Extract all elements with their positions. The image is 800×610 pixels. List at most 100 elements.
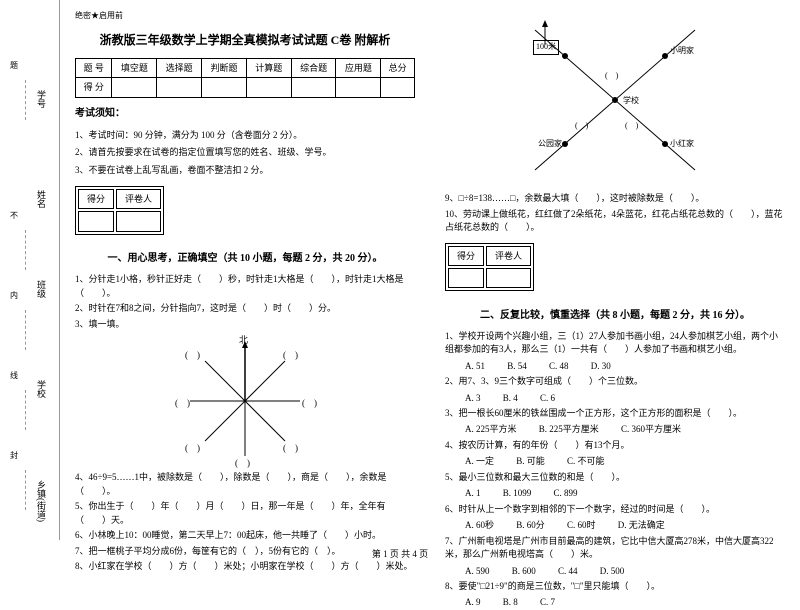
th: 判断题	[202, 58, 247, 77]
th: 综合题	[291, 58, 336, 77]
notice-title: 考试须知：	[75, 106, 415, 122]
dir-blank: ( )	[175, 396, 190, 410]
table-row: 得 分	[76, 78, 415, 97]
label-100m: 100米	[533, 40, 559, 55]
confidential-text: 绝密★启用前	[75, 10, 415, 23]
opt: B. 60分	[516, 518, 545, 532]
opt: B. 可能	[516, 454, 545, 468]
opt: C. 360平方厘米	[621, 422, 681, 436]
question: 6、小林晚上10：00睡觉，第二天早上7：00起床，他一共睡了（ ）小时。	[75, 529, 415, 543]
td	[202, 78, 247, 97]
opt: A. 60秒	[465, 518, 494, 532]
td	[157, 78, 202, 97]
tick-blank: ( )	[575, 120, 588, 133]
options: A. 3 B. 4 C. 6	[465, 391, 785, 405]
binding-margin: 乡镇(街道) 学校 班级 姓名 学号 封 线 内 不 题	[0, 0, 60, 540]
options: A. 590 B. 600 C. 44 D. 500	[465, 564, 785, 578]
section1-title: 一、用心思考，正确填空（共 10 小题，每题 2 分，共 20 分）。	[75, 251, 415, 267]
question: 5、你出生于（ ）年（ ）月（ ）日，那一年是（ ）年，全年有（ ）天。	[75, 500, 415, 527]
question: 9、□÷8=138……□，余数最大填（ ），这时被除数是（ ）。	[445, 192, 785, 206]
question: 3、把一根长60厘米的铁丝围成一个正方形，这个正方形的面积是（ ）。	[445, 407, 785, 421]
dot	[562, 53, 568, 59]
compass-diagram: 北 ( ) ( ) ( ) ( ) ( ) ( ) ( )	[175, 336, 315, 466]
section2-title: 二、反复比较，慎重选择（共 8 小题，每题 2 分，共 16 分）。	[445, 308, 785, 324]
notice-item: 1、考试时间：90 分钟，满分为 100 分（含卷面分 2 分）。	[75, 128, 415, 142]
options: A. 51 B. 54 C. 48 D. 30	[465, 359, 785, 373]
td	[381, 78, 415, 97]
question: 2、用7、3、9三个数字可组成（ ）个三位数。	[445, 375, 785, 389]
dash-label: 题	[10, 60, 18, 71]
sb-blank	[116, 211, 161, 231]
section-scorebox: 得分评卷人	[75, 186, 164, 235]
line-nw	[205, 361, 245, 401]
question: 6、时针从上一个数字到相邻的下一个数字，经过的时间是（ ）。	[445, 503, 785, 517]
map-diagram: 100米 小明家 小红家 学校 公园家 ( ) ( ) ( )	[505, 10, 725, 190]
dash-label: 线	[10, 370, 18, 381]
question: 8、要使"□21÷9"的商是三位数，"□"里只能填（ ）。	[445, 580, 785, 594]
dash-line	[25, 80, 26, 120]
options: A. 一定 B. 可能 C. 不可能	[465, 454, 785, 468]
label-e: 小红家	[670, 138, 694, 151]
td	[246, 78, 291, 97]
sb-blank	[78, 211, 114, 231]
question: 4、46÷9=5……1中，被除数是（ ），除数是（ ），商是（ ），余数是（ ）…	[75, 471, 415, 498]
dot-center	[612, 97, 618, 103]
map-svg	[505, 10, 725, 190]
dir-blank: ( )	[185, 348, 200, 362]
opt: B. 1099	[503, 486, 532, 500]
dash-label: 内	[10, 290, 18, 301]
options: A. 9 B. 8 C. 7	[465, 595, 785, 609]
th: 选择题	[157, 58, 202, 77]
opt: A. 590	[465, 564, 490, 578]
opt: B. 600	[512, 564, 536, 578]
question: 10、劳动课上做纸花，红红做了2朵纸花，4朵蓝花，红花占纸花总数的（ ），蓝花占…	[445, 208, 785, 235]
opt: C. 48	[549, 359, 569, 373]
td	[112, 78, 157, 97]
opt: A. 225平方米	[465, 422, 517, 436]
dot	[562, 141, 568, 147]
th: 计算题	[246, 58, 291, 77]
opt: C. 7	[540, 595, 555, 609]
dir-blank: ( )	[283, 348, 298, 362]
opt: D. 30	[591, 359, 611, 373]
label-center: 学校	[623, 95, 639, 108]
line-se	[245, 401, 285, 441]
dir-north: 北	[239, 333, 248, 347]
dash-line	[25, 470, 26, 510]
sb-blank	[486, 268, 531, 288]
question: 5、最小三位数和最大三位数的和是（ ）。	[445, 471, 785, 485]
dir-blank: ( )	[235, 456, 250, 470]
section-scorebox: 得分评卷人	[445, 243, 534, 292]
question: 8、小红家在学校（ ）方（ ）米处；小明家在学校（ ）方（ ）米处。	[75, 560, 415, 574]
right-column: 100米 小明家 小红家 学校 公园家 ( ) ( ) ( ) 9、□÷8=13…	[430, 0, 800, 540]
label-w: 公园家	[538, 138, 562, 151]
dir-blank: ( )	[185, 441, 200, 455]
score-table: 题 号 填空题 选择题 判断题 计算题 综合题 应用题 总分 得 分	[75, 58, 415, 98]
sb-label: 评卷人	[116, 189, 161, 209]
dot	[662, 53, 668, 59]
dash-line	[25, 230, 26, 270]
exam-page: 乡镇(街道) 学校 班级 姓名 学号 封 线 内 不 题 绝密★启用前 浙教版三…	[0, 0, 800, 540]
table-row: 题 号 填空题 选择题 判断题 计算题 综合题 应用题 总分	[76, 58, 415, 77]
dir-blank: ( )	[283, 441, 298, 455]
dot	[662, 141, 668, 147]
opt: A. 9	[465, 595, 481, 609]
question: 4、按农历计算，有的年份（ ）有13个月。	[445, 439, 785, 453]
margin-label-id: 学号	[35, 90, 48, 108]
notice-item: 2、请首先按要求在试卷的指定位置填写您的姓名、班级、学号。	[75, 145, 415, 159]
opt: C. 44	[558, 564, 578, 578]
th: 总分	[381, 58, 415, 77]
opt: C. 不可能	[567, 454, 605, 468]
notice-item: 3、不要在试卷上乱写乱画，卷面不整洁扣 2 分。	[75, 163, 415, 177]
line-ne	[245, 361, 285, 401]
opt: A. 51	[465, 359, 485, 373]
margin-label-township: 乡镇(街道)	[35, 480, 48, 522]
sb-label: 得分	[78, 189, 114, 209]
line-sw	[205, 401, 245, 441]
margin-label-school: 学校	[35, 380, 48, 398]
tick-blank: ( )	[625, 120, 638, 133]
opt: A. 一定	[465, 454, 494, 468]
opt: B. 4	[503, 391, 518, 405]
td	[291, 78, 336, 97]
left-column: 绝密★启用前 浙教版三年级数学上学期全真模拟考试试题 C卷 附解析 题 号 填空…	[60, 0, 430, 540]
